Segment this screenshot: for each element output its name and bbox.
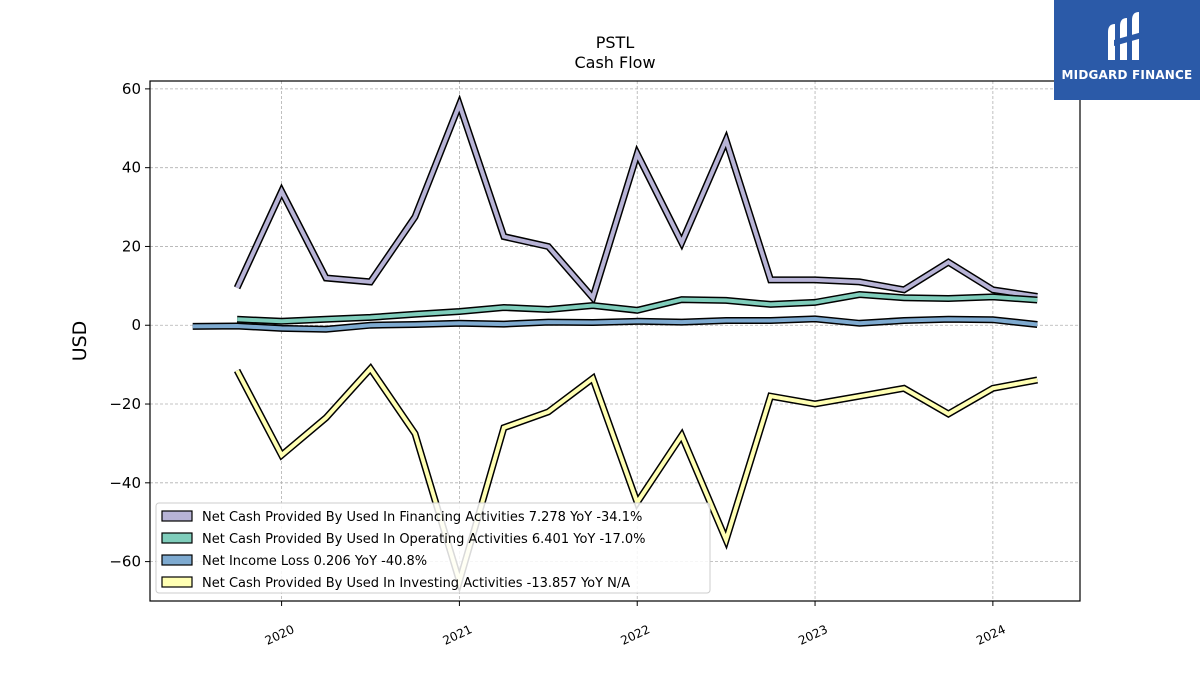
series-line xyxy=(192,316,1038,332)
y-axis-label: USD xyxy=(69,321,91,362)
x-tick-label: 2020 xyxy=(263,622,297,648)
legend-swatch xyxy=(161,510,193,522)
brand-logo: MIDGARD FINANCE xyxy=(1054,0,1200,100)
legend-entry: Net Income Loss 0.206 YoY -40.8% xyxy=(202,554,427,569)
legend-entry: Net Cash Provided By Used In Operating A… xyxy=(202,532,645,547)
plot-frame xyxy=(149,80,1081,602)
x-axis-ticks: 2020 2021 2022 2023 2024 xyxy=(263,601,1008,648)
legend-box xyxy=(155,502,711,594)
x-tick-label: 2022 xyxy=(618,622,652,648)
legend-swatch xyxy=(161,576,193,588)
series-line xyxy=(235,98,1038,302)
y-tick-label: 20 xyxy=(122,237,141,255)
legend-swatch xyxy=(161,532,193,544)
brand-name: MIDGARD FINANCE xyxy=(1061,68,1193,82)
legend: Net Cash Provided By Used In Financing A… xyxy=(155,502,711,594)
y-tick-label: 60 xyxy=(122,80,141,98)
y-tick-label: −40 xyxy=(109,474,141,492)
y-tick-label: 40 xyxy=(122,159,141,177)
legend-entry: Net Cash Provided By Used In Investing A… xyxy=(202,576,630,591)
y-axis-ticks: 60 40 20 0 −20 −40 −60 xyxy=(109,80,150,571)
y-tick-label: −60 xyxy=(109,553,141,571)
legend-entry: Net Cash Provided By Used In Financing A… xyxy=(202,510,642,525)
chart-subtitle: Cash Flow xyxy=(574,53,655,72)
y-tick-label: 0 xyxy=(131,316,141,334)
legend-swatch xyxy=(161,554,193,566)
x-tick-label: 2024 xyxy=(974,622,1008,648)
x-tick-label: 2021 xyxy=(441,622,475,648)
chart-title: PSTL xyxy=(596,33,635,52)
series-line xyxy=(237,292,1038,324)
x-tick-label: 2023 xyxy=(796,622,830,648)
midgard-logo-icon xyxy=(1108,12,1142,60)
y-tick-label: −20 xyxy=(109,395,141,413)
